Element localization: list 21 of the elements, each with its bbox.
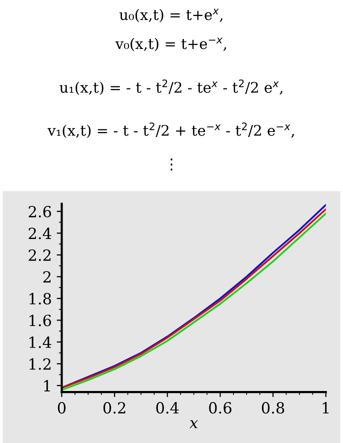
text: v₀(x,t) = t+e$^{−x}$, [115,38,226,52]
y-tick-label: 1.6 [30,314,52,326]
x-tick-label: 0.4 [156,402,179,414]
y-tick-label: 1.8 [30,292,51,304]
x-tick-label: 0.8 [262,402,284,414]
y-tick-label: 2.2 [28,249,51,261]
x-tick-label: 1 [322,402,329,414]
text: u₀(x,t) = t+e$^{x}$, [119,8,222,22]
y-tick-label: 1.2 [30,358,51,370]
x-tick-label: 0.2 [103,402,126,414]
y-tick-label: 2.6 [28,206,52,218]
text: ⋮ [170,158,172,170]
y-tick-label: 2.4 [28,228,52,240]
x-axis-title: x [190,420,198,428]
y-tick-label: 1.4 [30,336,52,348]
x-tick-label: 0 [58,402,66,414]
x-tick-label: 0.6 [209,402,232,414]
text: u₁(x,t) = - t - t$^{2}$/2 - te$^{x}$ - t$^{2}$/2 e$^{x}$, [60,80,282,95]
y-tick-label: 2 [43,271,51,282]
text: v₁(x,t) = - t - t$^{2}$/2 + te$^{−x}$ - t$^{2}$/2 e$^{−x}$, [48,122,294,138]
y-tick-label: 1 [44,380,50,392]
